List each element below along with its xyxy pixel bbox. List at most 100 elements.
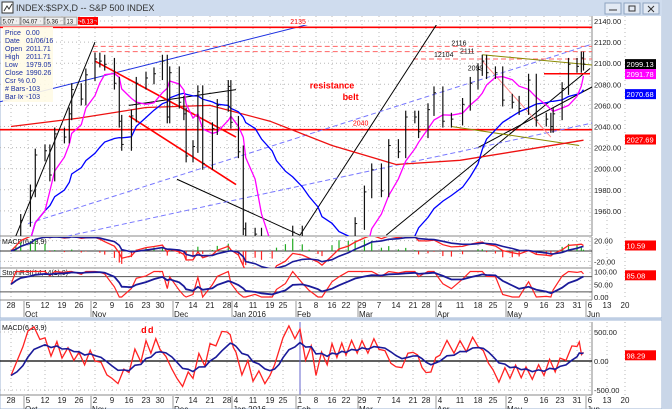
- maximize-button[interactable]: [623, 2, 641, 15]
- lower-x-tick: 25: [489, 396, 498, 405]
- minimize-button[interactable]: [604, 2, 622, 15]
- macd-y-tick: 20.00: [594, 237, 613, 246]
- main-x-tick: 11: [456, 301, 465, 310]
- lower-x-tick: 6: [588, 396, 593, 405]
- info-label: Csr %: [5, 78, 24, 85]
- lower-last-label: 98.29: [627, 351, 646, 360]
- trend-line: [299, 25, 437, 236]
- main-x-tick: 9: [110, 301, 115, 310]
- toolbar-cell-value: 13: [67, 20, 74, 26]
- ma-long-line: [10, 104, 584, 166]
- side-scrollbar[interactable]: [662, 0, 672, 409]
- lower-x-tick: 12: [41, 396, 50, 405]
- lower-last-badge: [625, 350, 656, 361]
- info-value: 01/06/16: [26, 38, 53, 45]
- macd-plot: [0, 237, 592, 268]
- lower-x-month: Dec: [174, 405, 188, 409]
- macd-panel: 20.00 -20.00 MACD(6,13,9) 10.59: [0, 237, 656, 269]
- last-value-badge: [625, 69, 656, 80]
- chart-annotation: 2116: [451, 40, 466, 47]
- main-x-month: Feb: [297, 310, 311, 319]
- lower-x-month: Nov: [92, 405, 106, 409]
- last-value-badge: [625, 59, 656, 70]
- main-x-month: May: [507, 310, 522, 319]
- info-value: 2011.71: [26, 46, 51, 53]
- y-tick-label: 2140.00: [594, 17, 621, 26]
- lower-x-tick: 16: [540, 396, 549, 405]
- info-value: 1990.26: [26, 70, 51, 77]
- lower-x-tick: 23: [556, 396, 565, 405]
- window-controls: [604, 2, 660, 15]
- lower-x-month: Mar: [359, 405, 373, 409]
- lower-x-tick: 11: [249, 396, 258, 405]
- macd-signal-line: [10, 237, 584, 268]
- main-x-month: Apr: [437, 310, 450, 319]
- trend-line: [451, 126, 580, 146]
- lower-x-tick: 31: [573, 396, 582, 405]
- trend-line: [481, 60, 552, 138]
- main-x-tick: 28: [7, 301, 16, 310]
- y-tick-label: 2020.00: [594, 144, 621, 153]
- main-x-tick: 18: [474, 301, 483, 310]
- chart-annotation: 2135: [290, 19, 306, 26]
- toolbar-cell-value: 5.36: [47, 20, 59, 26]
- lower-x-tick: 11: [456, 396, 465, 405]
- main-x-tick: 21: [409, 301, 418, 310]
- main-x-tick: 8: [314, 301, 319, 310]
- main-x-tick: 12: [41, 301, 50, 310]
- info-label: Low: [5, 62, 19, 69]
- info-value: -103: [26, 86, 40, 93]
- y-tick-label: 2100.00: [594, 59, 621, 68]
- lower-x-tick: 14: [189, 396, 198, 405]
- trend-line: [482, 54, 592, 66]
- chart-window: [0, 0, 663, 319]
- info-value: 0.0: [26, 78, 36, 85]
- lower-x-tick: 19: [58, 396, 67, 405]
- macd-last-label: 10.59: [627, 241, 646, 250]
- main-x-tick: 14: [189, 301, 198, 310]
- lower-x-month: Apr: [437, 405, 450, 409]
- main-x-tick: 13: [603, 301, 612, 310]
- lower-x-tick: 21: [409, 396, 418, 405]
- change-value: -6.13: [80, 20, 94, 26]
- lower-macd-plot: [0, 322, 592, 395]
- main-x-tick: 30: [156, 301, 165, 310]
- macd-y-tick: -20.00: [594, 257, 615, 266]
- main-x-tick: 19: [266, 301, 275, 310]
- lower-x-tick: 7: [175, 396, 180, 405]
- info-label: Date: [5, 38, 20, 45]
- title-bar: [0, 0, 662, 16]
- macd-title: MACD(6,13,9): [2, 239, 47, 246]
- main-x-tick: 11: [249, 301, 258, 310]
- lower-x-month: May: [507, 405, 522, 409]
- main-x-tick: 1: [298, 301, 303, 310]
- lower-x-tick: 8: [314, 396, 319, 405]
- main-x-tick: 26: [75, 301, 84, 310]
- main-x-tick: 2: [508, 301, 513, 310]
- lower-x-tick: 29: [358, 396, 367, 405]
- lower-x-tick: 14: [392, 396, 401, 405]
- lower-y-tick: 500.00: [594, 328, 617, 337]
- trend-line: [176, 178, 301, 236]
- lower-signal-line: [10, 341, 584, 377]
- trend-line: [128, 89, 237, 106]
- lower-x-tick: 7: [377, 396, 382, 405]
- lower-x-tick: 23: [142, 396, 151, 405]
- main-x-month: Nov: [92, 310, 106, 319]
- lower-x-tick: 2: [508, 396, 513, 405]
- stochrsi-last-label: 85.08: [627, 271, 646, 280]
- lower-x-tick: 13: [603, 396, 612, 405]
- lower-x-month: Jan 2016: [233, 405, 266, 409]
- price-plot: [0, 25, 592, 236]
- lower-x-month: Feb: [297, 405, 311, 409]
- info-label: Bar Ix: [5, 94, 24, 101]
- lower-x-tick: 28: [223, 396, 232, 405]
- lower-x-tick: 21: [206, 396, 215, 405]
- main-x-tick: 19: [58, 301, 67, 310]
- macd-last-badge: [625, 240, 656, 251]
- main-x-tick: 16: [328, 301, 337, 310]
- lower-marker: d: [148, 325, 154, 335]
- lower-macd-line: [10, 324, 584, 388]
- chart-annotation: 12104: [434, 52, 454, 59]
